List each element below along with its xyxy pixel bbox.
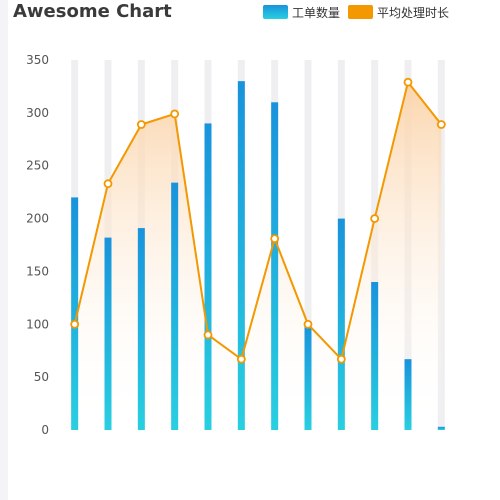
legend-swatch-bar <box>263 5 288 19</box>
bar-background <box>304 60 312 430</box>
line-point-12[interactable] <box>436 120 446 129</box>
y-tick-label: 350 <box>26 53 49 67</box>
y-axis-labels: 0 50 100 150 200 250 300 350 <box>26 53 49 437</box>
line-area <box>74 82 442 430</box>
line-point-5[interactable] <box>203 330 213 340</box>
bar-3[interactable] <box>137 228 145 430</box>
bar-4[interactable] <box>171 182 179 430</box>
line-path <box>73 79 443 362</box>
line-point-3[interactable] <box>136 120 146 129</box>
chart-legend: 工单数量 平均处理时长 <box>263 4 449 20</box>
bar-series <box>71 81 445 431</box>
legend-label-line: 平均处理时长 <box>377 5 450 20</box>
line-point-7[interactable] <box>270 234 280 244</box>
y-tick-label: 300 <box>26 106 49 120</box>
line-point-2[interactable] <box>103 179 113 189</box>
bar-5[interactable] <box>204 123 212 430</box>
legend-item-bar[interactable]: 工单数量 <box>263 4 340 21</box>
bar-9[interactable] <box>337 218 345 430</box>
y-tick-label: 0 <box>41 423 49 437</box>
bar-8[interactable] <box>304 324 312 430</box>
line-series <box>73 79 443 362</box>
y-tick-label: 150 <box>26 264 49 278</box>
bar-7[interactable] <box>271 102 279 431</box>
line-area-layer <box>74 82 442 430</box>
bar-1[interactable] <box>71 197 79 430</box>
bar-11[interactable] <box>404 359 412 430</box>
y-tick-label: 100 <box>26 317 49 331</box>
y-tick-label: 50 <box>34 370 49 384</box>
line-point-10[interactable] <box>370 214 380 223</box>
bar-10[interactable] <box>371 282 379 430</box>
bar-6[interactable] <box>237 81 245 431</box>
legend-item-line[interactable]: 平均处理时长 <box>348 4 449 21</box>
line-point-8[interactable] <box>303 319 313 329</box>
chart-title: Awesome Chart <box>13 1 172 22</box>
y-tick-label: 200 <box>26 212 49 226</box>
line-point-6[interactable] <box>236 354 246 364</box>
y-tick-label: 250 <box>26 159 49 173</box>
bar-12[interactable] <box>437 426 445 430</box>
line-point-11[interactable] <box>403 77 413 87</box>
line-point-9[interactable] <box>336 354 346 364</box>
line-point-4[interactable] <box>170 109 180 119</box>
line-point-1[interactable] <box>70 319 80 329</box>
line-points <box>70 77 446 364</box>
legend-label-bar: 工单数量 <box>292 5 341 20</box>
bar-2[interactable] <box>104 237 112 430</box>
legend-swatch-line <box>348 5 374 19</box>
